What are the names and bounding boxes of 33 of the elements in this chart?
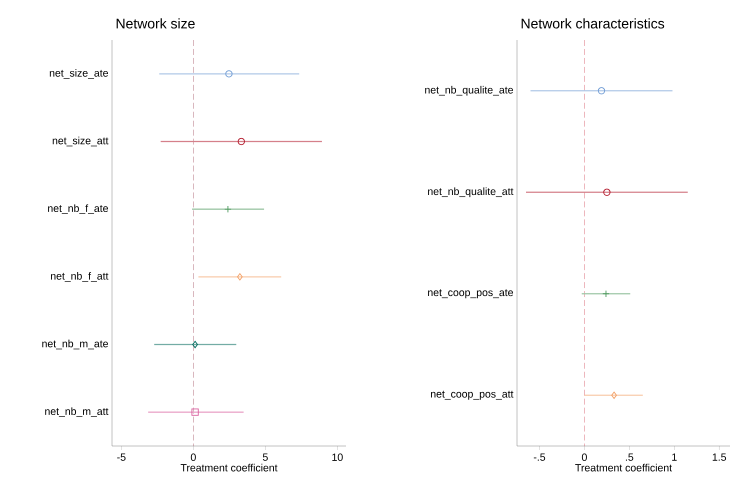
point [225, 70, 233, 78]
x-tick-label: 10 [332, 454, 343, 461]
x-tick-label: 0 [582, 454, 587, 461]
point [238, 138, 245, 146]
y-tick-label: net_nb_m_ate [42, 340, 108, 350]
x-tick-label: 1.5 [712, 454, 726, 461]
point [598, 87, 606, 94]
point [611, 392, 617, 399]
x-tick-label: 1 [672, 454, 677, 461]
x-tick-label: -5 [117, 454, 126, 461]
x-axis-title: Treatment coefficient [575, 464, 672, 472]
chart-title: Network size [116, 18, 195, 29]
x-tick-label: .5 [626, 454, 634, 461]
y-tick-label: net_nb_qualite_att [428, 187, 514, 198]
point [224, 206, 232, 213]
y-tick-label: net_coop_pos_att [430, 390, 514, 400]
y-tick-label: net_nb_f_ate [48, 204, 108, 214]
point [191, 408, 199, 416]
x-tick-label: -.5 [534, 454, 546, 461]
point [237, 273, 243, 280]
y-tick-label: net_size_att [52, 136, 108, 146]
y-tick-label: net_nb_m_att [45, 407, 108, 417]
x-axis-title: Treatment coefficient [180, 464, 278, 472]
point [603, 188, 611, 196]
x-tick-label: 5 [262, 454, 268, 461]
point [192, 340, 198, 348]
chart-title: Network characteristics [522, 18, 664, 29]
y-tick-label: net_nb_qualite_ate [425, 86, 513, 96]
y-tick-label: net_nb_f_att [51, 272, 108, 282]
x-tick-label: 0 [190, 454, 196, 461]
point [602, 290, 610, 298]
y-tick-label: net_coop_pos_ate [428, 289, 513, 298]
y-tick-label: net_size_ate [50, 69, 108, 79]
